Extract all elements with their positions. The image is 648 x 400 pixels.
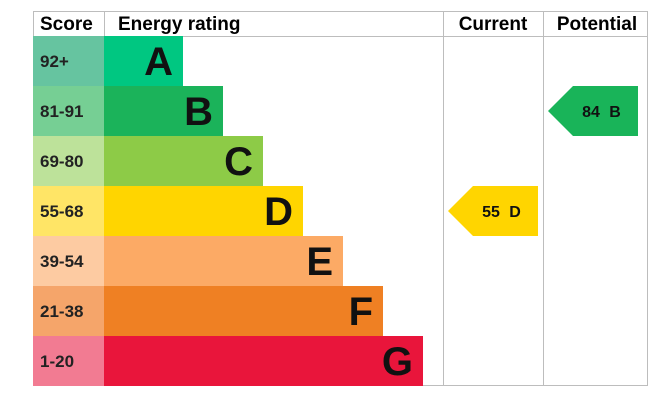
band-row-g: 1-20 G [33,336,423,386]
current-rating-value: 55 [482,204,500,221]
band-f-score: 21-38 [40,302,83,321]
band-g-score-cell [33,336,104,386]
potential-rating-arrow [548,86,638,136]
band-b-letter: B [184,90,213,134]
band-d-letter: D [264,190,293,234]
band-row-d: 55-68 D [33,186,303,236]
band-e-score: 39-54 [40,252,84,271]
band-b-score-cell [33,86,104,136]
band-row-a: 92+ A [33,36,183,86]
band-b-bar [104,86,223,136]
band-g-score: 1-20 [40,352,74,371]
current-rating-arrow [448,186,538,236]
band-row-e: 39-54 E [33,236,343,286]
current-rating-flag: 55 D [448,186,538,236]
current-header: Current [459,14,528,35]
band-d-score-cell [33,186,104,236]
band-a-letter: A [144,40,173,84]
band-d-bar [104,186,303,236]
band-row-f: 21-38 F [33,286,383,336]
band-c-bar [104,136,263,186]
band-c-letter: C [224,140,253,184]
band-f-letter: F [349,290,373,334]
current-rating-letter: D [509,204,521,221]
band-g-bar [104,336,423,386]
band-row-b: 81-91 B [33,86,223,136]
band-e-letter: E [306,240,333,284]
band-a-score-cell [33,36,104,86]
band-c-score-cell [33,136,104,186]
band-c-score: 69-80 [40,152,83,171]
band-b-score: 81-91 [40,102,83,121]
potential-header: Potential [557,14,637,35]
band-d-score: 55-68 [40,202,83,221]
band-a-bar [104,36,183,86]
band-e-bar [104,236,343,286]
band-f-score-cell [33,286,104,336]
band-e-score-cell [33,236,104,286]
potential-rating-value: 84 [582,104,600,121]
score-header: Score [40,14,93,35]
band-f-bar [104,286,383,336]
potential-rating-letter: B [609,104,621,121]
energy-rating-header: Energy rating [118,14,240,35]
band-row-c: 69-80 C [33,136,263,186]
band-g-letter: G [382,340,413,384]
band-a-score: 92+ [40,52,69,71]
potential-rating-flag: 84 B [548,86,638,136]
rating-bands: 92+ A 81-91 B 69-80 C 55-68 D 39-54 E [33,36,423,386]
